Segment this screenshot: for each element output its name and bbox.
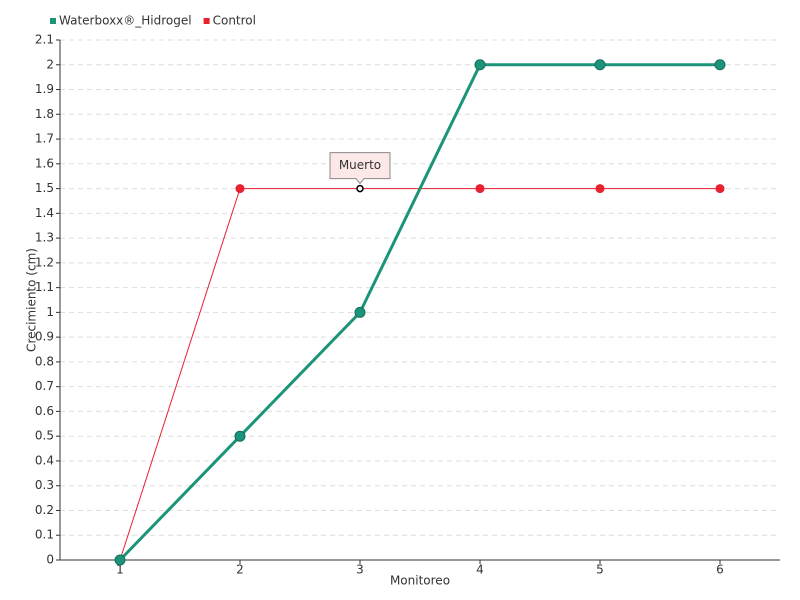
legend-label: Control [213, 14, 256, 28]
y-tick-label: 0.3 [35, 478, 54, 492]
data-point [354, 306, 366, 318]
data-point [715, 184, 725, 194]
y-tick-label: 1.7 [35, 132, 54, 146]
y-tick-label: 0.1 [35, 528, 54, 542]
y-tick-label: 1.2 [35, 255, 54, 269]
x-axis-label: Monitoreo [390, 574, 450, 588]
y-tick-label: 0.4 [35, 453, 54, 467]
data-point [475, 184, 485, 194]
data-point [114, 554, 126, 566]
x-tick-label: 2 [236, 563, 244, 577]
y-tick-label: 0.8 [35, 354, 54, 368]
x-tick-label: 5 [596, 563, 604, 577]
y-tick-label: 1.8 [35, 107, 54, 121]
series-line [118, 63, 720, 562]
y-tick-label: 0 [46, 553, 54, 567]
data-point [234, 430, 246, 442]
x-tick-label: 1 [116, 563, 124, 577]
data-point [714, 59, 726, 71]
y-tick-label: 1.6 [35, 156, 54, 170]
y-tick-label: 1.5 [35, 181, 54, 195]
y-tick-label: 2 [46, 57, 54, 71]
y-tick-label: 1.9 [35, 82, 54, 96]
y-tick-label: 0.7 [35, 379, 54, 393]
y-tick-label: 1 [46, 305, 54, 319]
y-tick-label: 0.5 [35, 429, 54, 443]
y-tick-label: 0.2 [35, 503, 54, 517]
y-tick-label: 1.3 [35, 231, 54, 245]
legend-label: Waterboxx®_Hidrogel [59, 14, 192, 28]
y-tick-label: 1.4 [35, 206, 54, 220]
data-point [356, 184, 364, 193]
data-point [594, 59, 606, 71]
data-point [474, 59, 486, 71]
y-axis-label: Crecimiento (cm) [25, 248, 39, 352]
annotation-text: Muerto [339, 158, 381, 172]
data-point [235, 184, 245, 194]
x-tick-label: 4 [476, 563, 484, 577]
annotation-box [329, 152, 391, 185]
x-tick-label: 3 [356, 563, 364, 577]
legend-marker [50, 18, 56, 24]
data-point [595, 184, 605, 194]
annotation: Muerto [329, 152, 391, 185]
y-tick-label: 1.1 [35, 280, 54, 294]
x-tick-label: 6 [716, 563, 724, 577]
legend-marker [203, 18, 210, 24]
y-tick-label: 0.9 [35, 330, 54, 344]
y-tick-label: 0.6 [35, 404, 54, 418]
y-tick-label: 2.1 [35, 33, 54, 47]
series-line [119, 188, 720, 561]
